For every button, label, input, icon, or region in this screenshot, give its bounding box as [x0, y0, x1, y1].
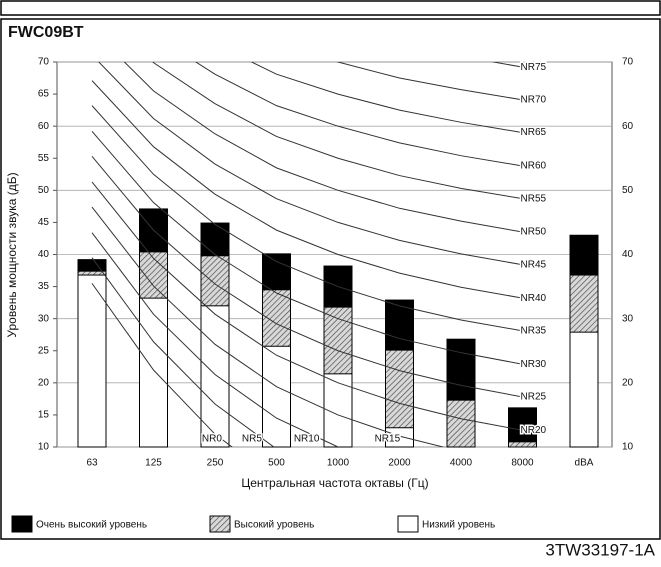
- legend-label: Высокий уровень: [234, 520, 314, 531]
- nr-curve: [91, 156, 523, 398]
- legend-label: Очень высокий уровень: [36, 520, 147, 531]
- y-tick-label: 55: [38, 153, 50, 164]
- top-frame: [0, 0, 661, 16]
- nr-curve: [98, 62, 523, 266]
- nr-curve: [152, 62, 523, 200]
- bars: [77, 208, 599, 448]
- y-axis-label: Уровень мощности звука (дБ): [5, 172, 19, 337]
- legend-swatch: [209, 515, 231, 533]
- y2-tick-label: 20: [622, 377, 634, 388]
- nr-curve: [91, 257, 275, 447]
- x-tick-label: 8000: [511, 458, 534, 469]
- y-tick-label: 15: [38, 410, 50, 421]
- x-tick-label: 500: [268, 458, 285, 469]
- nr-label: NR60: [521, 161, 547, 172]
- nr-curve: [490, 62, 523, 68]
- nr-curve: [91, 105, 523, 332]
- nr-label: NR50: [521, 227, 547, 238]
- bar: [262, 345, 291, 448]
- y2-tick-label: 70: [622, 57, 634, 68]
- nr-label: NR25: [521, 392, 547, 403]
- nr-curves: [91, 62, 523, 447]
- legend-label: Низкий уровень: [422, 520, 495, 531]
- y-tick-label: 45: [38, 217, 50, 228]
- bar: [200, 305, 230, 448]
- nr-curve: [91, 130, 523, 365]
- y-tick-label: 20: [38, 377, 50, 388]
- x-tick-label: dBA: [575, 458, 594, 469]
- chart-title: FWC09BT: [8, 24, 84, 41]
- y-tick-label: 30: [38, 313, 50, 324]
- bar: [446, 399, 476, 448]
- legend-swatch: [11, 515, 33, 533]
- nr-curve: [336, 62, 523, 101]
- nr-curve: [91, 206, 446, 447]
- nr-curve: [250, 62, 523, 134]
- x-axis-label: Центральная частота октавы (Гц): [241, 476, 428, 490]
- nr-curve: [123, 62, 523, 233]
- nr-label: NR35: [521, 325, 547, 336]
- overlay: 10 15 20 25 30 35 40 45 50 55 60 65 70 10 20 30 40 50 60 70…: [11, 57, 634, 533]
- y-tick-label: 35: [38, 281, 50, 292]
- bar: [139, 297, 168, 448]
- y2-tick-label: 40: [622, 249, 634, 260]
- y2-tick-label: 30: [622, 313, 634, 324]
- nr-curve: [91, 80, 523, 299]
- y2-tick-label: 10: [622, 442, 634, 453]
- x-tick-label: 125: [145, 458, 162, 469]
- bar: [569, 331, 599, 448]
- x-tick-label: 1000: [327, 458, 350, 469]
- nr-label: NR45: [521, 259, 547, 270]
- nr-curve: [91, 181, 523, 431]
- chart-frame: [0, 18, 661, 540]
- bar: [385, 427, 414, 448]
- nr-label: NR40: [521, 293, 547, 304]
- nr-label: NR20: [521, 425, 547, 436]
- x-tick-label: 63: [86, 458, 98, 469]
- nr-label: NR0: [202, 434, 222, 445]
- y2-tick-label: 60: [622, 121, 634, 132]
- nr-label: NR65: [521, 127, 547, 138]
- nr-curve: [194, 62, 523, 167]
- nr-curve: [91, 283, 233, 447]
- y-tick-label: 25: [38, 345, 50, 356]
- y2-tick-label: 50: [622, 185, 634, 196]
- legend-swatch: [397, 515, 419, 533]
- x-tick-label: 4000: [450, 458, 473, 469]
- y-tick-label: 65: [38, 89, 50, 100]
- nr-label: NR75: [521, 62, 547, 73]
- bar: [508, 441, 537, 448]
- bar: [77, 274, 107, 448]
- y-tick-label: 10: [38, 442, 50, 453]
- nr-label: NR70: [521, 94, 547, 105]
- nr-label: NR55: [521, 193, 547, 204]
- nr-label: NR15: [375, 434, 401, 445]
- y-tick-label: 60: [38, 121, 50, 132]
- nr-label: NR30: [521, 359, 547, 370]
- y-tick-label: 50: [38, 185, 50, 196]
- x-tick-label: 250: [207, 458, 224, 469]
- nr-curve: [91, 232, 340, 447]
- nr-label: NR10: [294, 434, 320, 445]
- footnote: 3TW33197-1A: [545, 540, 655, 559]
- nr-label: NR5: [242, 434, 262, 445]
- y-tick-label: 40: [38, 249, 50, 260]
- y-tick-label: 70: [38, 57, 50, 68]
- x-tick-label: 2000: [388, 458, 411, 469]
